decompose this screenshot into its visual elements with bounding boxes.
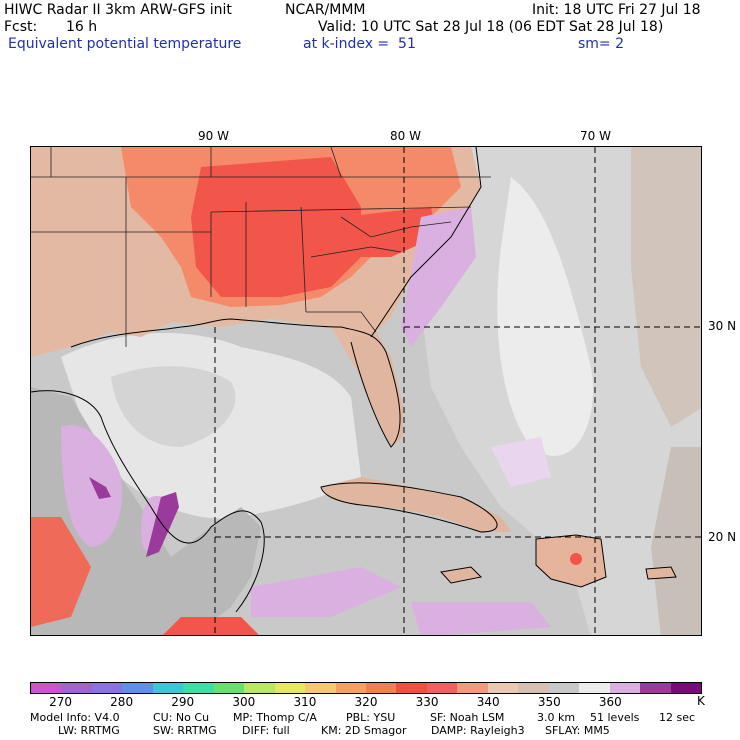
color-swatch	[91, 683, 123, 693]
bahamas-lilac	[491, 437, 551, 487]
valid-time: Valid: 10 UTC Sat 28 Jul 18 (06 EDT Sat …	[318, 19, 664, 35]
info-shortwave: SW: RRTMG	[153, 724, 217, 737]
colorbar-tick-label: 320	[354, 695, 378, 709]
color-swatch	[31, 683, 62, 693]
info-resolution: 3.0 km	[537, 711, 576, 724]
color-swatch	[61, 683, 92, 693]
colorbar-tick-label: 310	[293, 695, 317, 709]
gulf-purple-spot	[89, 477, 111, 499]
colorbar-tick-label: 280	[110, 695, 134, 709]
caribbean-lilac	[251, 567, 401, 617]
color-swatch	[457, 683, 488, 693]
info-model-version: Model Info: V4.0	[30, 711, 120, 724]
forecast-hour: 16 h	[66, 19, 98, 35]
info-timestep: 12 sec	[659, 711, 696, 724]
colorbar-tick-label: 270	[49, 695, 72, 709]
info-levels: 51 levels	[590, 711, 640, 724]
color-swatch	[305, 683, 336, 693]
color-swatch	[365, 683, 397, 693]
color-scale-bar	[30, 682, 702, 694]
colorbar-tick-label: 350	[537, 695, 561, 709]
init-time: Init: 18 UTC Fri 27 Jul 18	[532, 2, 701, 18]
model-title: HIWC Radar II 3km ARW-GFS init	[4, 2, 232, 18]
colorbar-tick-label: 330	[415, 695, 439, 709]
level-label: at k-index = 51	[303, 36, 416, 52]
color-swatch	[579, 683, 610, 693]
color-swatch	[183, 683, 214, 693]
colorbar-tick-label: 360	[598, 695, 622, 709]
color-swatch	[426, 683, 458, 693]
smoothing-label: sm= 2	[578, 36, 625, 52]
mexico-west-warm-patch	[31, 517, 91, 627]
color-swatch	[548, 683, 580, 693]
state-boundaries	[31, 147, 491, 347]
cuba-land	[321, 477, 511, 532]
field-name: Equivalent potential temperature	[8, 36, 242, 52]
hispaniola-hot-spot	[570, 553, 582, 565]
lat-label-20n: 20 N	[708, 530, 737, 544]
southeast-tan-patch	[651, 447, 701, 635]
color-swatch	[518, 683, 549, 693]
color-swatch	[640, 683, 671, 693]
info-longwave: LW: RRTMG	[58, 724, 120, 737]
center-label: NCAR/MMM	[285, 2, 366, 18]
lon-label-90w: 90 W	[198, 129, 229, 143]
atlantic-tan-patch	[631, 147, 701, 427]
theta-e-field	[31, 147, 701, 635]
color-swatch	[335, 683, 366, 693]
atlantic-lilac-band	[401, 207, 476, 347]
unit-label: K	[697, 694, 705, 708]
us-hot-red-core	[191, 157, 361, 297]
info-damping: DAMP: Rayleigh3	[431, 724, 525, 737]
colorbar-tick-label: 290	[171, 695, 195, 709]
puerto-rico-land	[646, 567, 676, 579]
color-swatch	[487, 683, 519, 693]
color-swatch	[274, 683, 306, 693]
lat-lon-grid	[214, 147, 701, 635]
colorbar-tick-label: 300	[232, 695, 256, 709]
colorbar-tick-label: 340	[476, 695, 500, 709]
carolina-red-patch	[341, 207, 436, 257]
coastlines	[31, 147, 677, 613]
color-swatch	[609, 683, 641, 693]
info-pbl: PBL: YSU	[346, 711, 396, 724]
gulf-lilac-west	[61, 425, 122, 547]
color-swatch	[213, 683, 245, 693]
info-surface-layer: SFLAY: MM5	[545, 724, 610, 737]
atlantic-whitish-band	[497, 177, 593, 456]
color-swatch	[122, 683, 153, 693]
map-panel	[30, 146, 702, 636]
caribbean-lilac-east	[411, 602, 551, 635]
florida-land	[351, 332, 403, 447]
gulf-inner-grey	[111, 366, 236, 447]
info-cumulus: CU: No Cu	[153, 711, 210, 724]
forecast-label: Fcst:	[4, 19, 38, 35]
info-km: KM: 2D Smagor	[321, 724, 407, 737]
info-surface: SF: Noah LSM	[430, 711, 505, 724]
color-swatch	[396, 683, 427, 693]
color-swatch	[670, 683, 701, 693]
lon-label-80w: 80 W	[390, 129, 421, 143]
lon-label-70w: 70 W	[580, 129, 611, 143]
info-microphysics: MP: Thomp C/A	[233, 711, 317, 724]
color-swatch	[152, 683, 184, 693]
info-diffusion: DIFF: full	[242, 724, 290, 737]
lat-label-30n: 30 N	[708, 319, 737, 333]
color-swatch	[244, 683, 275, 693]
central-america-warm	[163, 617, 259, 635]
